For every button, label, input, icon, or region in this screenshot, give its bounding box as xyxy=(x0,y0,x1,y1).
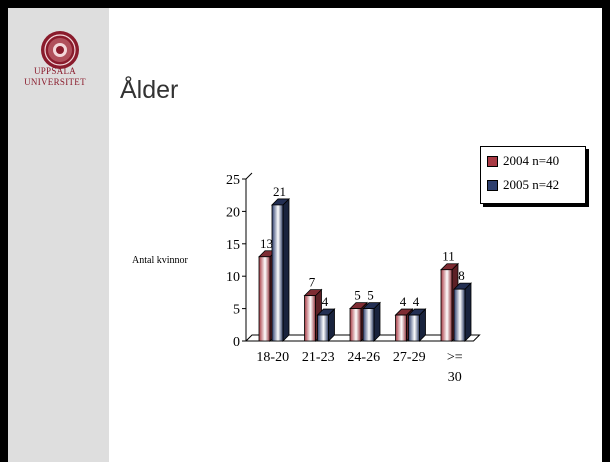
data-label-2004: 13 xyxy=(260,236,273,251)
bar-side-2005 xyxy=(464,282,472,342)
data-label-2005: 4 xyxy=(413,294,420,309)
bar-2004 xyxy=(440,269,453,342)
sidebar: UPPSALA UNIVERSITET xyxy=(8,8,109,462)
slide-border-left xyxy=(0,0,8,462)
y-tick-label: 10 xyxy=(226,270,240,285)
legend-swatch-2004 xyxy=(487,155,498,167)
data-label-2004: 11 xyxy=(442,249,455,264)
x-tick-label: >= xyxy=(447,350,463,365)
legend-item-2005: 2005 n=42 xyxy=(487,176,559,194)
data-label-2004: 5 xyxy=(354,288,361,303)
data-label-2004: 7 xyxy=(309,275,316,290)
slide-border-top xyxy=(0,0,610,8)
x-tick-label: 24-26 xyxy=(347,350,380,365)
bar-2004 xyxy=(304,295,316,342)
slide-title: Ålder xyxy=(120,76,179,104)
data-label-2005: 21 xyxy=(273,184,286,199)
y-tick-label: 20 xyxy=(226,205,240,220)
data-label-2005: 8 xyxy=(458,268,465,283)
y-tick-label: 25 xyxy=(226,173,240,188)
x-tick-label: 27-29 xyxy=(393,350,426,365)
y-axis-label: Antal kvinnor xyxy=(132,255,188,266)
x-tick-label: 18-20 xyxy=(256,350,289,365)
x-tick-label: 21-23 xyxy=(302,350,335,365)
y-axis-top-edge xyxy=(245,172,253,180)
logo-line-1: UPPSALA xyxy=(33,66,77,76)
legend-item-2004: 2004 n=40 xyxy=(487,152,559,170)
bar-side-2005 xyxy=(282,197,290,342)
bar-side-2005 xyxy=(373,301,381,342)
university-logo-text: UPPSALA UNIVERSITET xyxy=(8,66,102,88)
bar-2005 xyxy=(453,288,466,342)
legend-label-2004: 2004 n=40 xyxy=(503,153,560,168)
data-label-2004: 4 xyxy=(400,294,407,309)
y-tick-label: 5 xyxy=(233,303,240,318)
bar-2004 xyxy=(258,256,271,342)
bar-2004 xyxy=(349,308,362,342)
logo-line-2: UNIVERSITET xyxy=(24,77,86,87)
x-tick-label: 30 xyxy=(448,370,462,385)
data-label-2005: 4 xyxy=(322,294,329,309)
bar-2005 xyxy=(271,204,284,342)
y-tick-label: 0 xyxy=(233,335,240,350)
bar-2004 xyxy=(395,314,407,342)
data-label-2005: 5 xyxy=(367,288,374,303)
university-seal-icon xyxy=(41,31,79,69)
bar-2005 xyxy=(362,308,375,342)
bar-2005 xyxy=(317,314,329,342)
legend-swatch-2005 xyxy=(487,179,498,191)
legend: 2004 n=40 2005 n=42 xyxy=(480,146,586,204)
slide-border-right xyxy=(602,0,610,462)
legend-label-2005: 2005 n=42 xyxy=(503,177,560,192)
y-tick-label: 15 xyxy=(226,238,240,253)
bar-2005 xyxy=(408,314,420,342)
